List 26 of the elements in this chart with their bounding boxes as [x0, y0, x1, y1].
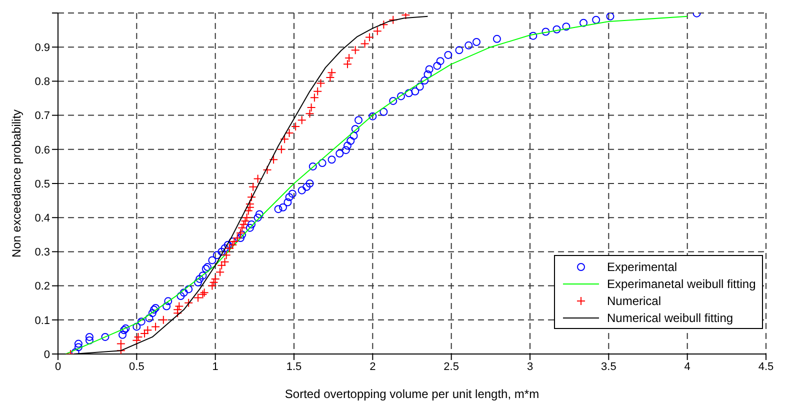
x-tick-label: 4 [684, 360, 690, 373]
x-tick-label: 3 [526, 360, 534, 373]
legend-label: Numerical weibull fitting [607, 310, 734, 324]
x-tick-label: 4.5 [758, 360, 774, 373]
y-tick-label: 0.9 [34, 42, 50, 54]
legend-label: Experimental [607, 260, 678, 274]
x-tick-label: 1 [212, 360, 218, 373]
y-tick-label: 0 [44, 348, 50, 361]
x-tick-label: 1.5 [286, 360, 302, 373]
y-tick-label: 0.2 [34, 280, 50, 293]
y-tick-label: 0.7 [34, 110, 50, 122]
x-axis-title: Sorted overtopping volume per unit length, m*m [284, 387, 540, 401]
y-axis-title: Non exceedance probability [9, 109, 24, 258]
x-tick-label: 2.5 [444, 360, 459, 373]
y-tick-label: 0.4 [34, 212, 50, 225]
x-tick-label: 2 [370, 360, 376, 373]
legend-label: Numerical [607, 294, 662, 308]
y-tick-label: 0.8 [34, 76, 50, 88]
y-tick-label: 0.1 [34, 314, 50, 327]
x-tick-label: 0.5 [129, 360, 144, 373]
x-tick-label: 0 [54, 360, 62, 373]
x-tick-label: 3.5 [601, 360, 616, 373]
legend-label: Experimanetal weibull fitting [607, 276, 756, 290]
y-tick-label: 0.6 [34, 144, 50, 156]
y-tick-label: 0.5 [34, 178, 50, 190]
y-tick-label: 0.3 [34, 246, 50, 259]
